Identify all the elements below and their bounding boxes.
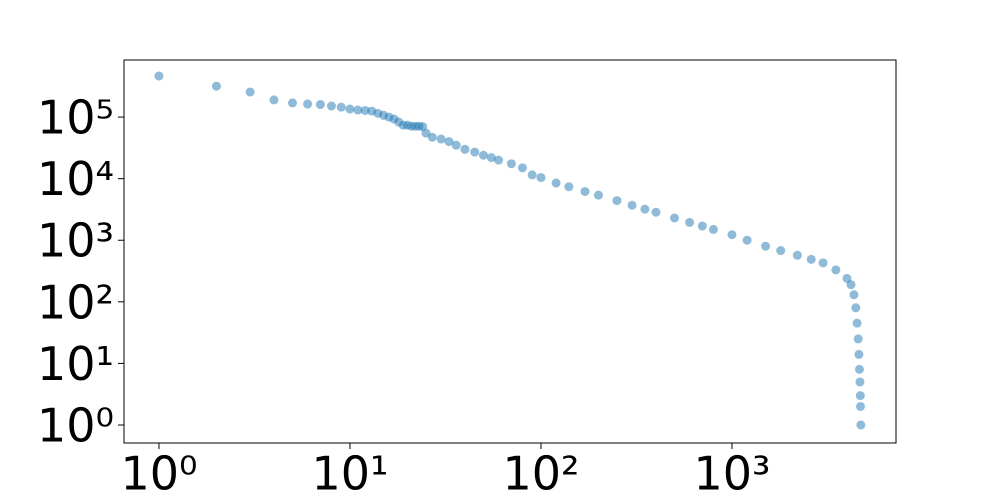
- point: [854, 364, 864, 374]
- point: [727, 230, 737, 240]
- point: [708, 224, 718, 234]
- point: [303, 99, 313, 109]
- point: [855, 377, 865, 387]
- point: [436, 134, 446, 144]
- x-tick-label: 10³: [693, 447, 770, 498]
- point: [685, 217, 695, 227]
- point: [478, 150, 488, 160]
- point: [154, 71, 164, 81]
- point: [444, 137, 454, 147]
- point: [245, 87, 255, 97]
- point: [326, 101, 336, 111]
- x-tick-label: 10¹: [311, 447, 388, 498]
- point: [856, 420, 866, 430]
- point: [852, 318, 862, 328]
- point: [856, 401, 866, 411]
- point: [527, 170, 537, 180]
- point: [855, 391, 865, 401]
- point: [851, 303, 861, 313]
- point: [846, 280, 856, 290]
- point: [792, 250, 802, 260]
- point: [580, 186, 590, 196]
- point: [640, 204, 650, 214]
- point: [211, 81, 221, 91]
- point: [460, 144, 470, 154]
- point: [831, 265, 841, 275]
- y-tick-label: 10⁰: [37, 398, 114, 452]
- point: [336, 102, 346, 112]
- point: [421, 128, 431, 138]
- point: [345, 104, 355, 114]
- x-tick-label: 10⁰: [120, 447, 197, 498]
- point: [849, 290, 859, 300]
- y-tick-label: 10²: [37, 275, 114, 329]
- y-tick-label: 10³: [37, 214, 114, 268]
- point: [517, 163, 527, 173]
- point: [742, 235, 752, 245]
- point: [651, 207, 661, 217]
- y-tick-label: 10⁴: [37, 152, 114, 206]
- point: [287, 98, 297, 108]
- point: [486, 153, 496, 163]
- point: [269, 95, 279, 105]
- point: [761, 241, 771, 251]
- point: [697, 221, 707, 231]
- point: [776, 246, 786, 256]
- point: [564, 182, 574, 192]
- point: [627, 200, 637, 210]
- y-tick-label: 10¹: [37, 337, 114, 391]
- point: [551, 178, 561, 188]
- point: [353, 105, 363, 115]
- point: [451, 140, 461, 150]
- point: [494, 155, 504, 165]
- point: [612, 196, 622, 206]
- point: [315, 100, 325, 110]
- point: [427, 132, 437, 142]
- point: [470, 147, 480, 157]
- point: [669, 213, 679, 223]
- point: [853, 334, 863, 344]
- point: [854, 349, 864, 359]
- point: [806, 254, 816, 264]
- y-tick-label: 10⁵: [37, 91, 114, 145]
- point: [360, 105, 370, 115]
- point: [818, 258, 828, 268]
- point: [536, 173, 546, 183]
- point: [506, 159, 516, 169]
- point: [593, 190, 603, 200]
- x-tick-label: 10²: [502, 447, 579, 498]
- plot-frame: [123, 59, 897, 444]
